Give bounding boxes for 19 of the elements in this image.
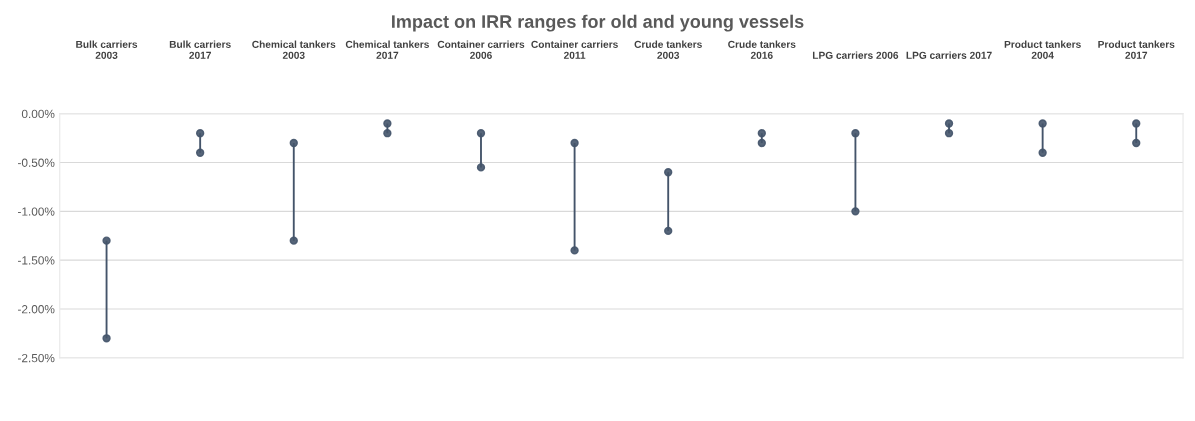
y-tick-label: 0.00% xyxy=(21,109,55,119)
y-tick-label: -1.50% xyxy=(18,256,55,265)
x-tick-label: Product tankers 2017 xyxy=(1098,40,1175,59)
x-tick-label: Bulk carriers 2003 xyxy=(76,40,138,59)
x-tick-label: LPG carriers 2006 xyxy=(812,51,899,59)
chart-title: Impact on IRR ranges for old and young vessels xyxy=(392,14,804,32)
y-tick-label: -0.50% xyxy=(18,158,55,167)
x-tick-label: Container carriers 2006 xyxy=(437,40,525,59)
x-tick-label: Container carriers 2011 xyxy=(531,40,618,59)
x-tick-label: Crude tankers 2003 xyxy=(634,40,702,59)
y-tick-label: -2.00% xyxy=(18,305,55,314)
y-tick-label: -1.00% xyxy=(18,207,55,216)
x-tick-label: Chemical tankers 2017 xyxy=(345,40,429,59)
x-tick-label: LPG carriers 2017 xyxy=(906,51,992,59)
x-tick-label: Chemical tankers 2003 xyxy=(252,40,336,59)
x-tick-label: Bulk carriers 2017 xyxy=(169,40,231,59)
x-tick-label: Product tankers 2004 xyxy=(1004,40,1081,59)
y-tick-label: -2.50% xyxy=(18,353,55,363)
x-tick-label: Crude tankers 2016 xyxy=(728,40,796,59)
